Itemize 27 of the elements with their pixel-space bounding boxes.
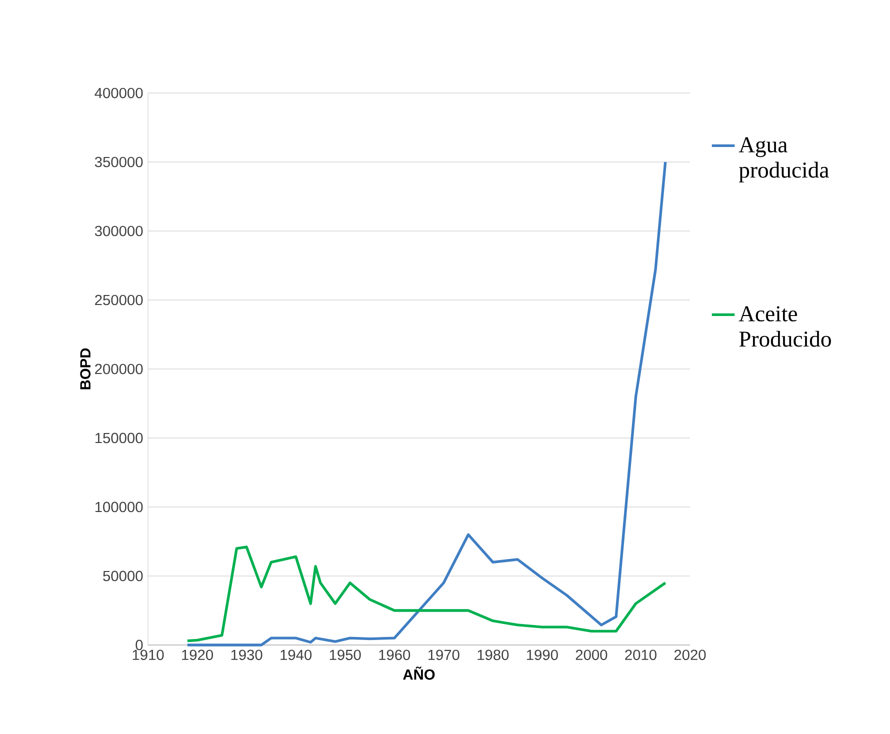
x-tick-label: 1950	[330, 650, 361, 660]
line-series	[186, 160, 667, 646]
y-axis-title: BOPD	[80, 348, 91, 390]
x-tick-label: 1910	[132, 650, 164, 660]
x-tick-label: 2010	[625, 650, 656, 660]
legend-label: Aceite Producido	[738, 306, 831, 347]
x-tick-label: 1930	[231, 650, 262, 660]
y-tick-label: 150000	[95, 432, 143, 444]
x-tick-label: 1920	[182, 650, 213, 660]
y-tick-label: 250000	[95, 294, 143, 306]
x-axis-title: AÑO	[403, 666, 435, 680]
x-tick-label: 1960	[379, 650, 410, 660]
y-tick-label: 100000	[95, 502, 143, 512]
y-tick-label: 50000	[103, 570, 143, 582]
x-tick-label: 2020	[674, 650, 706, 660]
y-tick-label: 400000	[94, 88, 143, 98]
x-tick-label: 2000	[576, 650, 608, 660]
x-tick-label: 1970	[428, 650, 460, 660]
legend-label: Agua producida	[738, 137, 829, 182]
x-tick-label: 1980	[478, 650, 509, 660]
line-series	[186, 546, 667, 642]
y-tick-label: 0	[136, 640, 143, 650]
y-tick-label: 300000	[94, 226, 143, 236]
x-tick-label: 1940	[280, 650, 312, 660]
y-tick-label: 200000	[95, 364, 143, 374]
x-tick-label: 1990	[526, 650, 558, 660]
y-tick-label: 350000	[94, 156, 143, 168]
